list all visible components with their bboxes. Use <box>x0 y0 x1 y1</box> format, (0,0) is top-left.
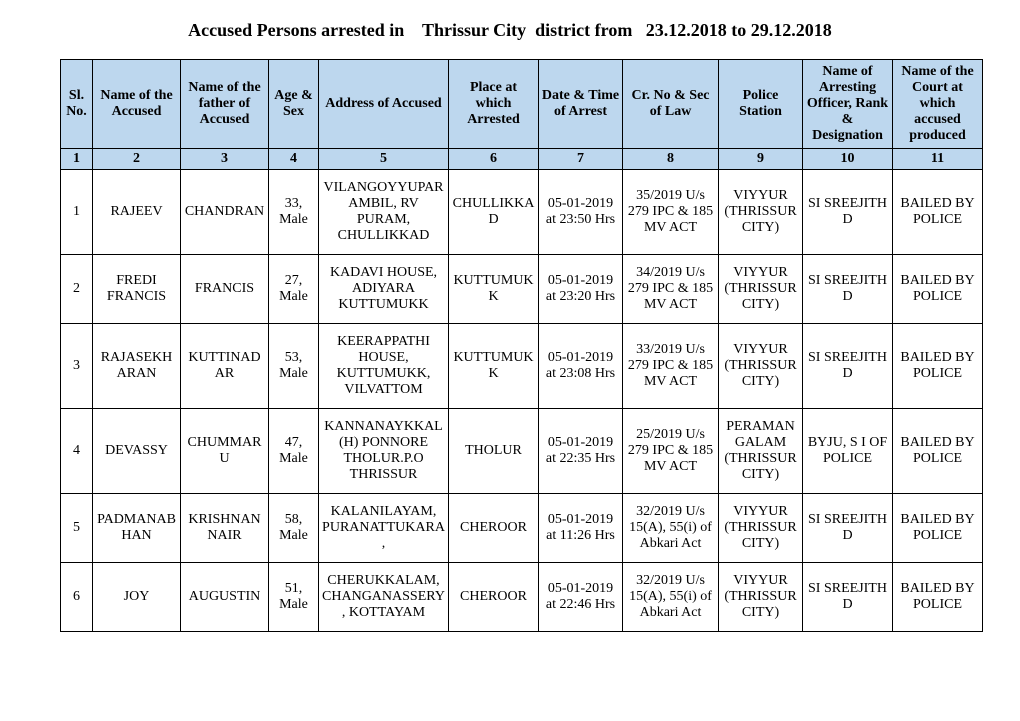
cell-court: BAILED BY POLICE <box>893 324 983 409</box>
cell-datetime: 05-01-2019 at 11:26 Hrs <box>539 494 623 563</box>
cell-datetime: 05-01-2019 at 22:35 Hrs <box>539 409 623 494</box>
cell-place: CHEROOR <box>449 563 539 632</box>
col-header: Date & Time of Arrest <box>539 60 623 149</box>
cell-place: CHULLIKKAD <box>449 170 539 255</box>
cell-datetime: 05-01-2019 at 23:08 Hrs <box>539 324 623 409</box>
cell-datetime: 05-01-2019 at 22:46 Hrs <box>539 563 623 632</box>
col-header: Name of the Court at which accused produ… <box>893 60 983 149</box>
cell-father: FRANCIS <box>181 255 269 324</box>
cell-place: KUTTUMUKK <box>449 255 539 324</box>
cell-officer: BYJU, S I OF POLICE <box>803 409 893 494</box>
col-number: 1 <box>61 149 93 170</box>
table-body: 1RAJEEVCHANDRAN33, MaleVILANGOYYUPARAMBI… <box>61 170 983 632</box>
cell-ps: VIYYUR (THRISSUR CITY) <box>719 563 803 632</box>
cell-father: CHANDRAN <box>181 170 269 255</box>
cell-addr: KEERAPPATHI HOUSE, KUTTUMUKK, VILVATTOM <box>319 324 449 409</box>
col-number: 5 <box>319 149 449 170</box>
cell-cr: 25/2019 U/s 279 IPC & 185 MV ACT <box>623 409 719 494</box>
cell-age: 33, Male <box>269 170 319 255</box>
table-row: 1RAJEEVCHANDRAN33, MaleVILANGOYYUPARAMBI… <box>61 170 983 255</box>
cell-cr: 33/2019 U/s 279 IPC & 185 MV ACT <box>623 324 719 409</box>
cell-father: CHUMMARU <box>181 409 269 494</box>
cell-court: BAILED BY POLICE <box>893 255 983 324</box>
col-header: Name of the Accused <box>93 60 181 149</box>
number-row: 1 2 3 4 5 6 7 8 9 10 11 <box>61 149 983 170</box>
cell-court: BAILED BY POLICE <box>893 563 983 632</box>
cell-addr: VILANGOYYUPARAMBIL, RV PURAM, CHULLIKKAD <box>319 170 449 255</box>
cell-cr: 32/2019 U/s 15(A), 55(i) of Abkari Act <box>623 494 719 563</box>
col-number: 8 <box>623 149 719 170</box>
cell-father: KRISHNAN NAIR <box>181 494 269 563</box>
cell-name: RAJEEV <box>93 170 181 255</box>
cell-officer: SI SREEJITH D <box>803 170 893 255</box>
col-number: 10 <box>803 149 893 170</box>
col-header: Name of Arresting Officer, Rank & Design… <box>803 60 893 149</box>
col-header: Age & Sex <box>269 60 319 149</box>
col-number: 4 <box>269 149 319 170</box>
cell-name: JOY <box>93 563 181 632</box>
cell-addr: KALANILAYAM, PURANATTUKARA, <box>319 494 449 563</box>
table-row: 5PADMANABHANKRISHNAN NAIR58, MaleKALANIL… <box>61 494 983 563</box>
cell-place: KUTTUMUKK <box>449 324 539 409</box>
cell-sl: 5 <box>61 494 93 563</box>
table-row: 4DEVASSYCHUMMARU47, MaleKANNANAYKKAL (H)… <box>61 409 983 494</box>
col-number: 11 <box>893 149 983 170</box>
cell-name: FREDI FRANCIS <box>93 255 181 324</box>
cell-ps: VIYYUR (THRISSUR CITY) <box>719 170 803 255</box>
col-header: Sl. No. <box>61 60 93 149</box>
cell-addr: CHERUKKALAM, CHANGANASSERY, KOTTAYAM <box>319 563 449 632</box>
cell-officer: SI SREEJITH D <box>803 255 893 324</box>
col-number: 9 <box>719 149 803 170</box>
cell-court: BAILED BY POLICE <box>893 170 983 255</box>
col-number: 6 <box>449 149 539 170</box>
cell-officer: SI SREEJITH D <box>803 324 893 409</box>
cell-age: 47, Male <box>269 409 319 494</box>
cell-name: DEVASSY <box>93 409 181 494</box>
cell-age: 27, Male <box>269 255 319 324</box>
cell-cr: 34/2019 U/s 279 IPC & 185 MV ACT <box>623 255 719 324</box>
table-row: 2FREDI FRANCISFRANCIS27, MaleKADAVI HOUS… <box>61 255 983 324</box>
cell-sl: 1 <box>61 170 93 255</box>
cell-ps: VIYYUR (THRISSUR CITY) <box>719 324 803 409</box>
page-title: Accused Persons arrested in Thrissur Cit… <box>60 20 960 41</box>
cell-ps: PERAMANGALAM (THRISSUR CITY) <box>719 409 803 494</box>
col-header: Cr. No & Sec of Law <box>623 60 719 149</box>
cell-ps: VIYYUR (THRISSUR CITY) <box>719 494 803 563</box>
cell-cr: 35/2019 U/s 279 IPC & 185 MV ACT <box>623 170 719 255</box>
col-header: Place at which Arrested <box>449 60 539 149</box>
cell-place: CHEROOR <box>449 494 539 563</box>
cell-age: 51, Male <box>269 563 319 632</box>
cell-datetime: 05-01-2019 at 23:50 Hrs <box>539 170 623 255</box>
col-header: Name of the father of Accused <box>181 60 269 149</box>
cell-age: 58, Male <box>269 494 319 563</box>
cell-addr: KADAVI HOUSE, ADIYARA KUTTUMUKK <box>319 255 449 324</box>
col-number: 3 <box>181 149 269 170</box>
cell-officer: SI SREEJITH D <box>803 494 893 563</box>
col-number: 2 <box>93 149 181 170</box>
cell-sl: 6 <box>61 563 93 632</box>
col-number: 7 <box>539 149 623 170</box>
cell-cr: 32/2019 U/s 15(A), 55(i) of Abkari Act <box>623 563 719 632</box>
cell-place: THOLUR <box>449 409 539 494</box>
cell-sl: 2 <box>61 255 93 324</box>
header-row: Sl. No. Name of the Accused Name of the … <box>61 60 983 149</box>
cell-sl: 4 <box>61 409 93 494</box>
cell-father: AUGUSTIN <box>181 563 269 632</box>
col-header: Police Station <box>719 60 803 149</box>
cell-sl: 3 <box>61 324 93 409</box>
cell-age: 53, Male <box>269 324 319 409</box>
cell-court: BAILED BY POLICE <box>893 494 983 563</box>
cell-officer: SI SREEJITH D <box>803 563 893 632</box>
col-header: Address of Accused <box>319 60 449 149</box>
cell-ps: VIYYUR (THRISSUR CITY) <box>719 255 803 324</box>
table-row: 3RAJASEKHARANKUTTINADAR53, MaleKEERAPPAT… <box>61 324 983 409</box>
cell-name: RAJASEKHARAN <box>93 324 181 409</box>
cell-name: PADMANABHAN <box>93 494 181 563</box>
cell-datetime: 05-01-2019 at 23:20 Hrs <box>539 255 623 324</box>
table-row: 6JOYAUGUSTIN51, MaleCHERUKKALAM, CHANGAN… <box>61 563 983 632</box>
arrest-table: Sl. No. Name of the Accused Name of the … <box>60 59 983 632</box>
cell-addr: KANNANAYKKAL (H) PONNORE THOLUR.P.O THRI… <box>319 409 449 494</box>
cell-father: KUTTINADAR <box>181 324 269 409</box>
cell-court: BAILED BY POLICE <box>893 409 983 494</box>
